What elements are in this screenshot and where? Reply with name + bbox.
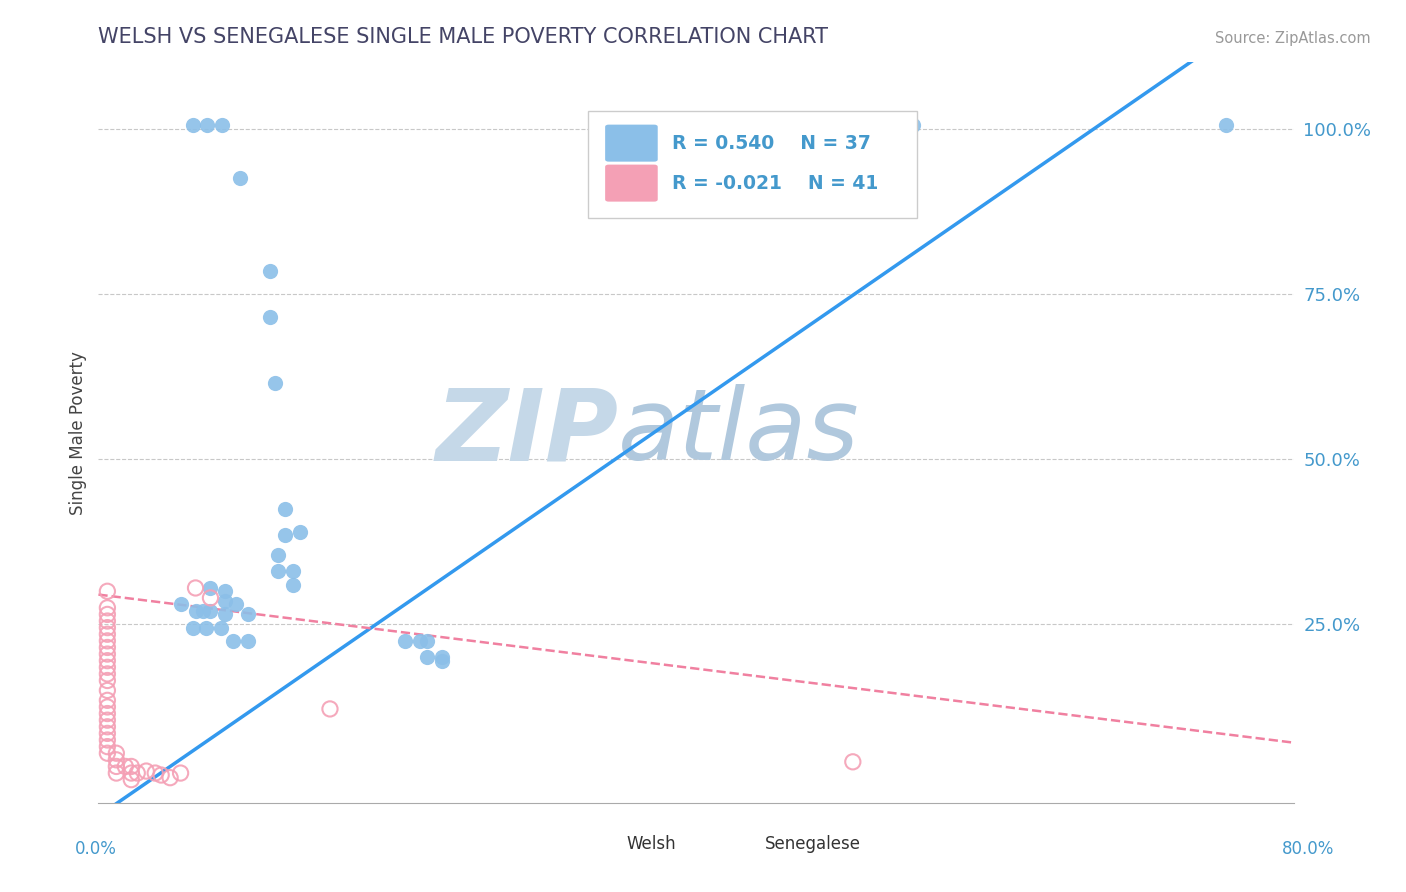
Point bbox=[222, 633, 245, 648]
Point bbox=[96, 683, 118, 698]
Text: atlas: atlas bbox=[619, 384, 860, 481]
Point bbox=[159, 771, 181, 785]
Point bbox=[200, 604, 222, 618]
Point bbox=[842, 755, 865, 769]
Point bbox=[229, 171, 252, 186]
Point bbox=[96, 666, 118, 681]
Text: ZIP: ZIP bbox=[436, 384, 619, 481]
Point bbox=[120, 766, 142, 780]
Point bbox=[184, 604, 207, 618]
Point bbox=[267, 565, 290, 579]
Point bbox=[209, 621, 232, 635]
Point bbox=[96, 621, 118, 635]
Point bbox=[96, 660, 118, 674]
Point bbox=[191, 604, 214, 618]
Point bbox=[143, 766, 166, 780]
Point bbox=[96, 746, 118, 760]
Point bbox=[96, 647, 118, 661]
Point bbox=[96, 633, 118, 648]
Point bbox=[96, 713, 118, 727]
Point bbox=[120, 759, 142, 773]
Point bbox=[105, 746, 128, 760]
Point bbox=[200, 581, 222, 595]
Point bbox=[96, 720, 118, 734]
Point bbox=[181, 118, 204, 132]
Point bbox=[214, 584, 236, 599]
Point bbox=[214, 607, 236, 622]
Point bbox=[430, 654, 453, 668]
Point bbox=[236, 607, 259, 622]
Point bbox=[263, 376, 285, 390]
Point bbox=[96, 614, 118, 628]
FancyBboxPatch shape bbox=[589, 111, 917, 218]
Point bbox=[96, 700, 118, 714]
Point bbox=[96, 733, 118, 747]
Point bbox=[96, 600, 118, 615]
Point bbox=[96, 673, 118, 688]
Point bbox=[169, 598, 191, 612]
Point bbox=[96, 654, 118, 668]
Point bbox=[96, 640, 118, 655]
Point bbox=[394, 633, 416, 648]
Text: WELSH VS SENEGALESE SINGLE MALE POVERTY CORRELATION CHART: WELSH VS SENEGALESE SINGLE MALE POVERTY … bbox=[98, 27, 828, 47]
FancyBboxPatch shape bbox=[592, 832, 623, 856]
Point bbox=[267, 548, 290, 562]
Point bbox=[1215, 118, 1237, 132]
Point bbox=[96, 627, 118, 641]
Point bbox=[430, 650, 453, 665]
Point bbox=[96, 693, 118, 707]
Text: Welsh: Welsh bbox=[627, 835, 676, 854]
Point bbox=[135, 764, 157, 778]
Point bbox=[288, 524, 311, 539]
Point bbox=[127, 766, 149, 780]
Point bbox=[259, 310, 281, 324]
Point bbox=[96, 607, 118, 622]
Point bbox=[416, 633, 439, 648]
Point bbox=[200, 591, 222, 605]
Point bbox=[274, 501, 297, 516]
Point bbox=[236, 633, 259, 648]
Point bbox=[901, 118, 924, 132]
Point bbox=[96, 706, 118, 721]
Point bbox=[96, 739, 118, 754]
Point bbox=[96, 584, 118, 599]
Point bbox=[319, 702, 342, 716]
Point bbox=[214, 594, 236, 608]
Point bbox=[184, 581, 207, 595]
Point bbox=[408, 633, 430, 648]
Point bbox=[181, 621, 204, 635]
Text: 0.0%: 0.0% bbox=[75, 840, 117, 858]
Text: 80.0%: 80.0% bbox=[1281, 840, 1334, 858]
Point bbox=[195, 621, 218, 635]
Point bbox=[105, 766, 128, 780]
Point bbox=[105, 759, 128, 773]
Point bbox=[259, 263, 281, 277]
Point bbox=[105, 753, 128, 767]
Point bbox=[281, 577, 304, 591]
Point bbox=[197, 118, 219, 132]
FancyBboxPatch shape bbox=[730, 832, 761, 856]
Y-axis label: Single Male Poverty: Single Male Poverty bbox=[69, 351, 87, 515]
Point bbox=[114, 759, 136, 773]
Text: R = -0.021    N = 41: R = -0.021 N = 41 bbox=[672, 174, 879, 193]
Point bbox=[96, 726, 118, 740]
Text: Senegalese: Senegalese bbox=[765, 835, 862, 854]
Text: Source: ZipAtlas.com: Source: ZipAtlas.com bbox=[1215, 31, 1371, 46]
Point bbox=[211, 118, 233, 132]
Point bbox=[416, 650, 439, 665]
FancyBboxPatch shape bbox=[605, 165, 658, 202]
Text: R = 0.540    N = 37: R = 0.540 N = 37 bbox=[672, 134, 870, 153]
FancyBboxPatch shape bbox=[605, 125, 658, 161]
Point bbox=[225, 598, 247, 612]
Point bbox=[169, 766, 191, 780]
Point bbox=[281, 565, 304, 579]
Point bbox=[120, 772, 142, 787]
Point bbox=[150, 768, 173, 782]
Point bbox=[274, 528, 297, 542]
